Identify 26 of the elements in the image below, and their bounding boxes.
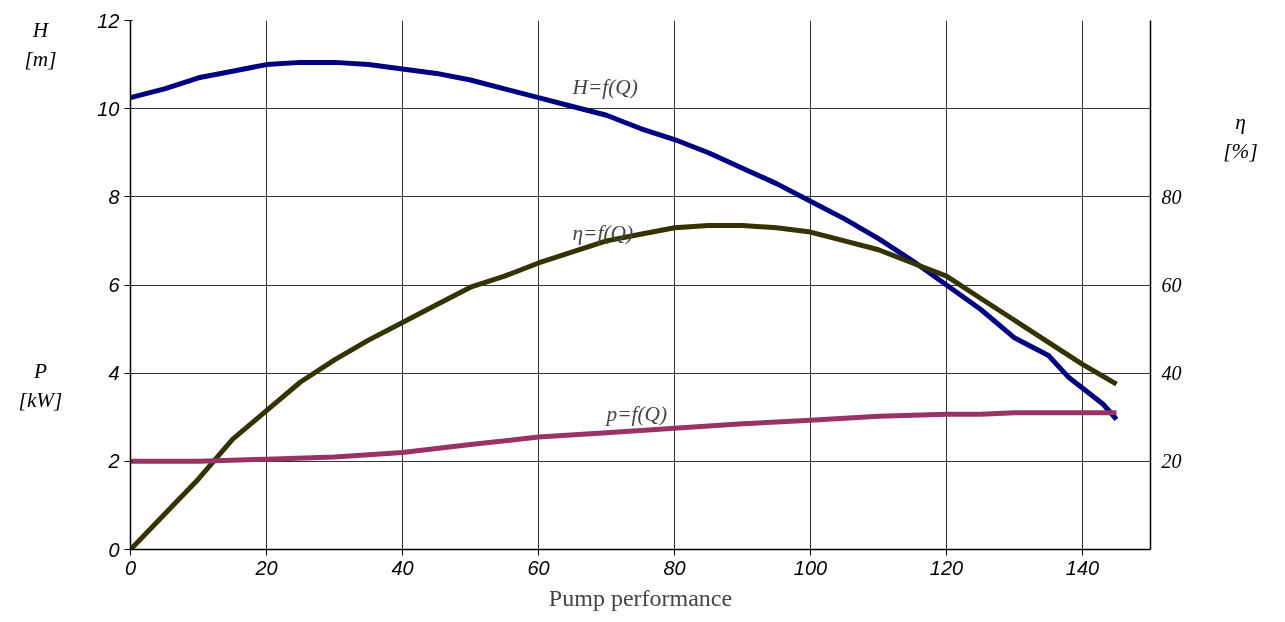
y2-tick-label: 20: [1161, 450, 1182, 473]
y2-axis-title: η [%]: [1223, 110, 1258, 164]
x-tick-label: 60: [527, 556, 550, 579]
y-tick-label: 8: [108, 185, 120, 208]
y2-tick-label: 40: [1161, 362, 1182, 385]
series-label: H=f(Q): [571, 75, 638, 100]
y-tick-label: 0: [108, 538, 120, 561]
x-tick-label: 20: [254, 556, 278, 579]
y-tick-label: 12: [97, 9, 120, 32]
x-tick-label: 120: [929, 556, 964, 579]
series-label: p=f(Q): [604, 401, 668, 426]
y2-tick-label: 60: [1161, 274, 1182, 296]
text: P [kW]: [18, 359, 63, 412]
y-tick-label: 4: [108, 362, 120, 385]
y-tick-label: 10: [97, 97, 120, 120]
x-tick-label: 0: [124, 556, 137, 579]
y-tick-label: 2: [107, 450, 120, 473]
y-tick-label: 6: [108, 274, 121, 296]
y-axis-title: H [m]: [24, 17, 57, 71]
x-tick-label: 80: [663, 556, 686, 579]
y2-tick-label: 80: [1161, 185, 1182, 208]
x-tick-label: 140: [1065, 556, 1100, 579]
x-tick-label: 100: [793, 556, 828, 579]
series-label: η=f(Q): [572, 220, 634, 245]
x-tick-label: 40: [391, 556, 414, 579]
text: Pump performance: [548, 584, 733, 611]
